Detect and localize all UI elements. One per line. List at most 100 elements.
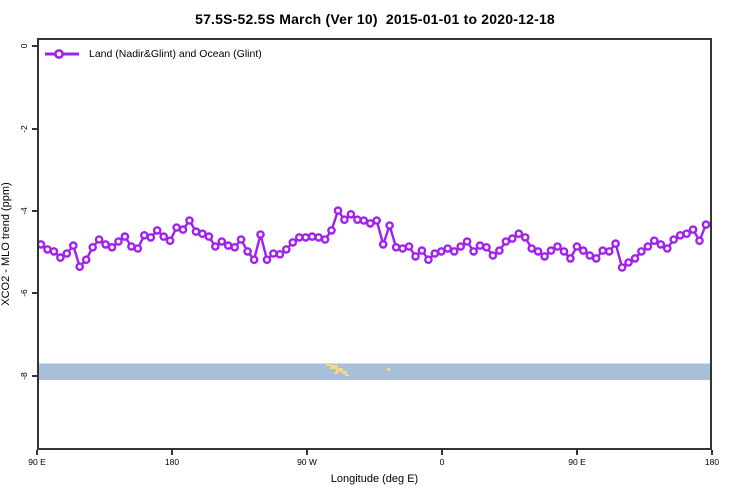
data-point-marker [424, 255, 433, 264]
y-tick-label-text: 0 [19, 43, 29, 49]
legend: Land (Nadir&Glint) and Ocean (Glint) [44, 47, 262, 61]
x-tick-label: 180 [704, 457, 720, 467]
data-point-marker [611, 239, 620, 248]
y-tick-label-text: -2 [19, 124, 29, 133]
land-patch [336, 368, 343, 372]
data-point-marker [540, 252, 549, 261]
data-point-marker [49, 247, 59, 256]
data-point-marker [475, 241, 485, 250]
data-point-marker [353, 215, 362, 224]
data-point-marker [275, 249, 285, 259]
data-point-marker [501, 237, 511, 246]
data-point-marker [185, 216, 194, 225]
data-point-marker [533, 247, 543, 256]
data-point-marker [495, 246, 504, 255]
y-tick-label-text: -6 [19, 289, 29, 298]
data-point-marker [140, 230, 149, 240]
data-point-marker [39, 240, 46, 249]
data-point-marker [507, 234, 517, 243]
x-tick-mark [306, 450, 308, 455]
data-point-marker [146, 233, 156, 242]
data-point-marker [669, 235, 679, 244]
data-point-marker [488, 251, 498, 260]
data-point-marker [643, 242, 653, 251]
data-point-marker [624, 258, 633, 267]
data-point-marker [301, 233, 311, 242]
data-point-marker [482, 242, 491, 252]
data-point-marker [236, 235, 246, 244]
data-point-marker [333, 206, 343, 215]
data-point-marker [604, 247, 614, 256]
land-patch [326, 363, 331, 366]
land-patch [387, 368, 390, 371]
data-point-marker [210, 242, 220, 251]
data-point-marker [346, 209, 356, 219]
land-patch [342, 371, 347, 374]
data-point-marker [436, 247, 446, 256]
data-point-marker [372, 216, 382, 225]
data-point-marker [462, 237, 472, 246]
x-tick-mark [711, 450, 713, 455]
plot-canvas [39, 206, 710, 380]
data-point-marker [107, 242, 117, 252]
land-patch [334, 372, 338, 374]
x-tick-mark [171, 450, 173, 455]
data-point-marker [514, 229, 524, 238]
data-point-marker [340, 215, 349, 224]
data-point-marker [269, 249, 278, 258]
plot-area [37, 38, 712, 450]
data-point-marker [617, 263, 627, 272]
y-tick-label-text: -8 [19, 372, 29, 380]
data-point-marker [314, 233, 323, 242]
data-point-marker [682, 229, 691, 238]
y-tick-label-text: -4 [19, 207, 29, 215]
data-point-marker [120, 232, 130, 241]
data-point-marker [391, 242, 401, 252]
data-point-marker [262, 255, 272, 264]
x-tick-mark [576, 450, 578, 455]
data-point-marker [411, 252, 420, 261]
data-point-marker [559, 247, 569, 256]
chart-title: 57.5S-52.5S March (Ver 10) 2015-01-01 to… [195, 11, 555, 27]
data-point-marker [320, 235, 330, 244]
x-axis-title: Longitude (deg E) [330, 473, 419, 485]
data-point-marker [327, 226, 336, 235]
data-point-marker [663, 244, 672, 253]
data-point-marker [553, 242, 562, 251]
x-tick-label: 180 [164, 457, 180, 467]
y-tick-mark [32, 45, 37, 48]
x-tick-label: 0 [439, 457, 445, 467]
x-tick-mark [36, 450, 38, 455]
data-point-marker [701, 220, 710, 229]
land-patch [330, 365, 338, 369]
data-point-marker [217, 237, 227, 246]
data-point-marker [591, 254, 601, 263]
y-axis-title: XCO2 - MLO trend (ppm) [0, 182, 12, 306]
data-point-marker [650, 236, 659, 245]
x-tick-label: 90 E [28, 457, 46, 467]
data-point-marker [178, 225, 188, 234]
data-point-marker [249, 255, 259, 264]
legend-label: Land (Nadir&Glint) and Ocean (Glint) [89, 48, 262, 60]
data-point-marker [256, 230, 265, 239]
data-point-marker [230, 242, 239, 252]
data-point-marker [159, 232, 168, 241]
data-point-marker [75, 262, 85, 271]
y-tick-mark [32, 210, 37, 213]
data-point-marker [630, 254, 640, 263]
y-tick-mark [32, 127, 37, 130]
data-point-marker [385, 221, 394, 230]
data-point-marker [281, 245, 291, 254]
data-point-marker [165, 236, 175, 245]
data-point-marker [546, 246, 556, 255]
data-point-marker [204, 232, 214, 241]
data-point-marker [365, 219, 375, 228]
data-point-marker [688, 225, 698, 234]
data-point-marker [417, 246, 427, 255]
data-point-marker [198, 229, 207, 238]
data-point-marker [527, 244, 537, 253]
x-tick-mark [441, 450, 443, 455]
data-point-marker [114, 237, 123, 246]
data-point-marker [243, 247, 252, 256]
data-point-marker [223, 241, 233, 250]
